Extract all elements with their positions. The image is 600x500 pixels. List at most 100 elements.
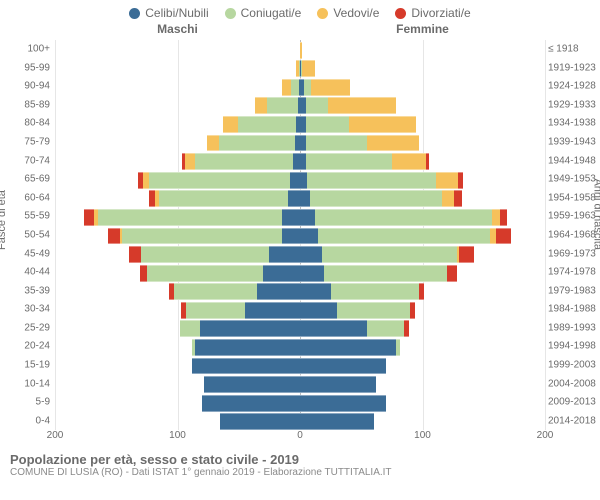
bar-segment [492, 209, 499, 226]
male-bar [140, 265, 300, 280]
bar-segment [282, 228, 300, 245]
female-side [300, 77, 545, 96]
bar-segment [220, 413, 300, 430]
bar-segment [282, 79, 292, 96]
female-side [300, 281, 545, 300]
age-row: 65-691949-1953 [55, 170, 545, 189]
birth-year-label: 1929-1933 [548, 99, 600, 110]
female-bar [300, 265, 457, 280]
birth-year-label: 1949-1953 [548, 174, 600, 185]
male-bar [192, 339, 300, 354]
legend-dot [225, 8, 236, 19]
age-label: 100+ [10, 44, 50, 55]
age-label: 70-74 [10, 155, 50, 166]
bar-segment [300, 172, 307, 189]
bar-segment [315, 209, 493, 226]
bar-segment [245, 302, 300, 319]
age-label: 75-79 [10, 137, 50, 148]
bar-segment [337, 302, 410, 319]
age-label: 35-39 [10, 285, 50, 296]
chart-footer: Popolazione per età, sesso e stato civil… [10, 452, 590, 478]
female-bar [300, 358, 386, 373]
birth-year-label: 1994-1998 [548, 341, 600, 352]
bar-segment [290, 172, 300, 189]
female-bar [300, 172, 463, 187]
female-side [300, 133, 545, 152]
bar-segment [442, 190, 454, 207]
bar-segment [459, 246, 474, 263]
bar-segment [458, 172, 463, 189]
bar-segment [300, 339, 396, 356]
male-side [55, 133, 300, 152]
male-bar [202, 395, 300, 410]
female-bar [300, 283, 424, 298]
age-row: 80-841934-1938 [55, 114, 545, 133]
female-side [300, 337, 545, 356]
male-bar [255, 97, 300, 112]
bar-segment [200, 320, 300, 337]
age-row: 70-741944-1948 [55, 151, 545, 170]
bar-segment [300, 302, 337, 319]
female-side [300, 263, 545, 282]
female-bar [300, 116, 416, 131]
bar-segment [396, 339, 401, 356]
legend-item: Coniugati/e [225, 6, 302, 20]
bar-segment [302, 60, 314, 77]
bar-segment [291, 79, 298, 96]
x-axis: 2001000100200 [55, 430, 545, 446]
x-tick: 100 [169, 430, 186, 441]
bar-segment [304, 79, 311, 96]
male-bar [129, 246, 301, 261]
age-label: 95-99 [10, 62, 50, 73]
age-label: 15-19 [10, 359, 50, 370]
bar-segment [257, 283, 300, 300]
bar-segment [306, 97, 328, 114]
bar-segment [98, 209, 282, 226]
female-side [300, 40, 545, 59]
female-bar [300, 395, 386, 410]
bar-segment [186, 302, 245, 319]
bar-segment [447, 265, 457, 282]
bar-segment [328, 97, 395, 114]
legend: Celibi/NubiliConiugati/eVedovi/eDivorzia… [0, 0, 600, 22]
legend-item: Divorziati/e [395, 6, 470, 20]
bar-segment [367, 320, 404, 337]
bar-segment [300, 376, 376, 393]
male-bar [223, 116, 300, 131]
bar-segment [496, 228, 511, 245]
age-label: 65-69 [10, 174, 50, 185]
x-tick: 100 [414, 430, 431, 441]
female-side [300, 170, 545, 189]
female-side [300, 411, 545, 430]
male-side [55, 77, 300, 96]
birth-year-label: 1979-1983 [548, 285, 600, 296]
bar-segment [318, 228, 489, 245]
bar-segment [300, 228, 318, 245]
bar-segment [185, 153, 195, 170]
age-row: 60-641954-1958 [55, 188, 545, 207]
age-row: 25-291989-1993 [55, 319, 545, 338]
legend-label: Coniugati/e [241, 6, 302, 20]
bar-segment [159, 190, 288, 207]
female-bar [300, 97, 396, 112]
age-row: 30-341984-1988 [55, 300, 545, 319]
female-bar [300, 209, 507, 224]
bar-segment [306, 135, 367, 152]
age-row: 10-142004-2008 [55, 374, 545, 393]
female-label: Femmine [300, 22, 545, 36]
female-side [300, 356, 545, 375]
female-bar [300, 60, 315, 75]
male-side [55, 96, 300, 115]
population-pyramid-chart: Celibi/NubiliConiugati/eVedovi/eDivorzia… [0, 0, 600, 500]
bar-segment [149, 172, 290, 189]
female-bar [300, 42, 302, 57]
bar-segment [300, 413, 374, 430]
age-row: 85-891929-1933 [55, 96, 545, 115]
female-bar [300, 135, 419, 150]
male-side [55, 281, 300, 300]
legend-label: Vedovi/e [333, 6, 379, 20]
birth-year-label: 1974-1978 [548, 267, 600, 278]
chart-title: Popolazione per età, sesso e stato civil… [10, 452, 590, 467]
bar-segment [410, 302, 415, 319]
bar-segment [204, 376, 300, 393]
